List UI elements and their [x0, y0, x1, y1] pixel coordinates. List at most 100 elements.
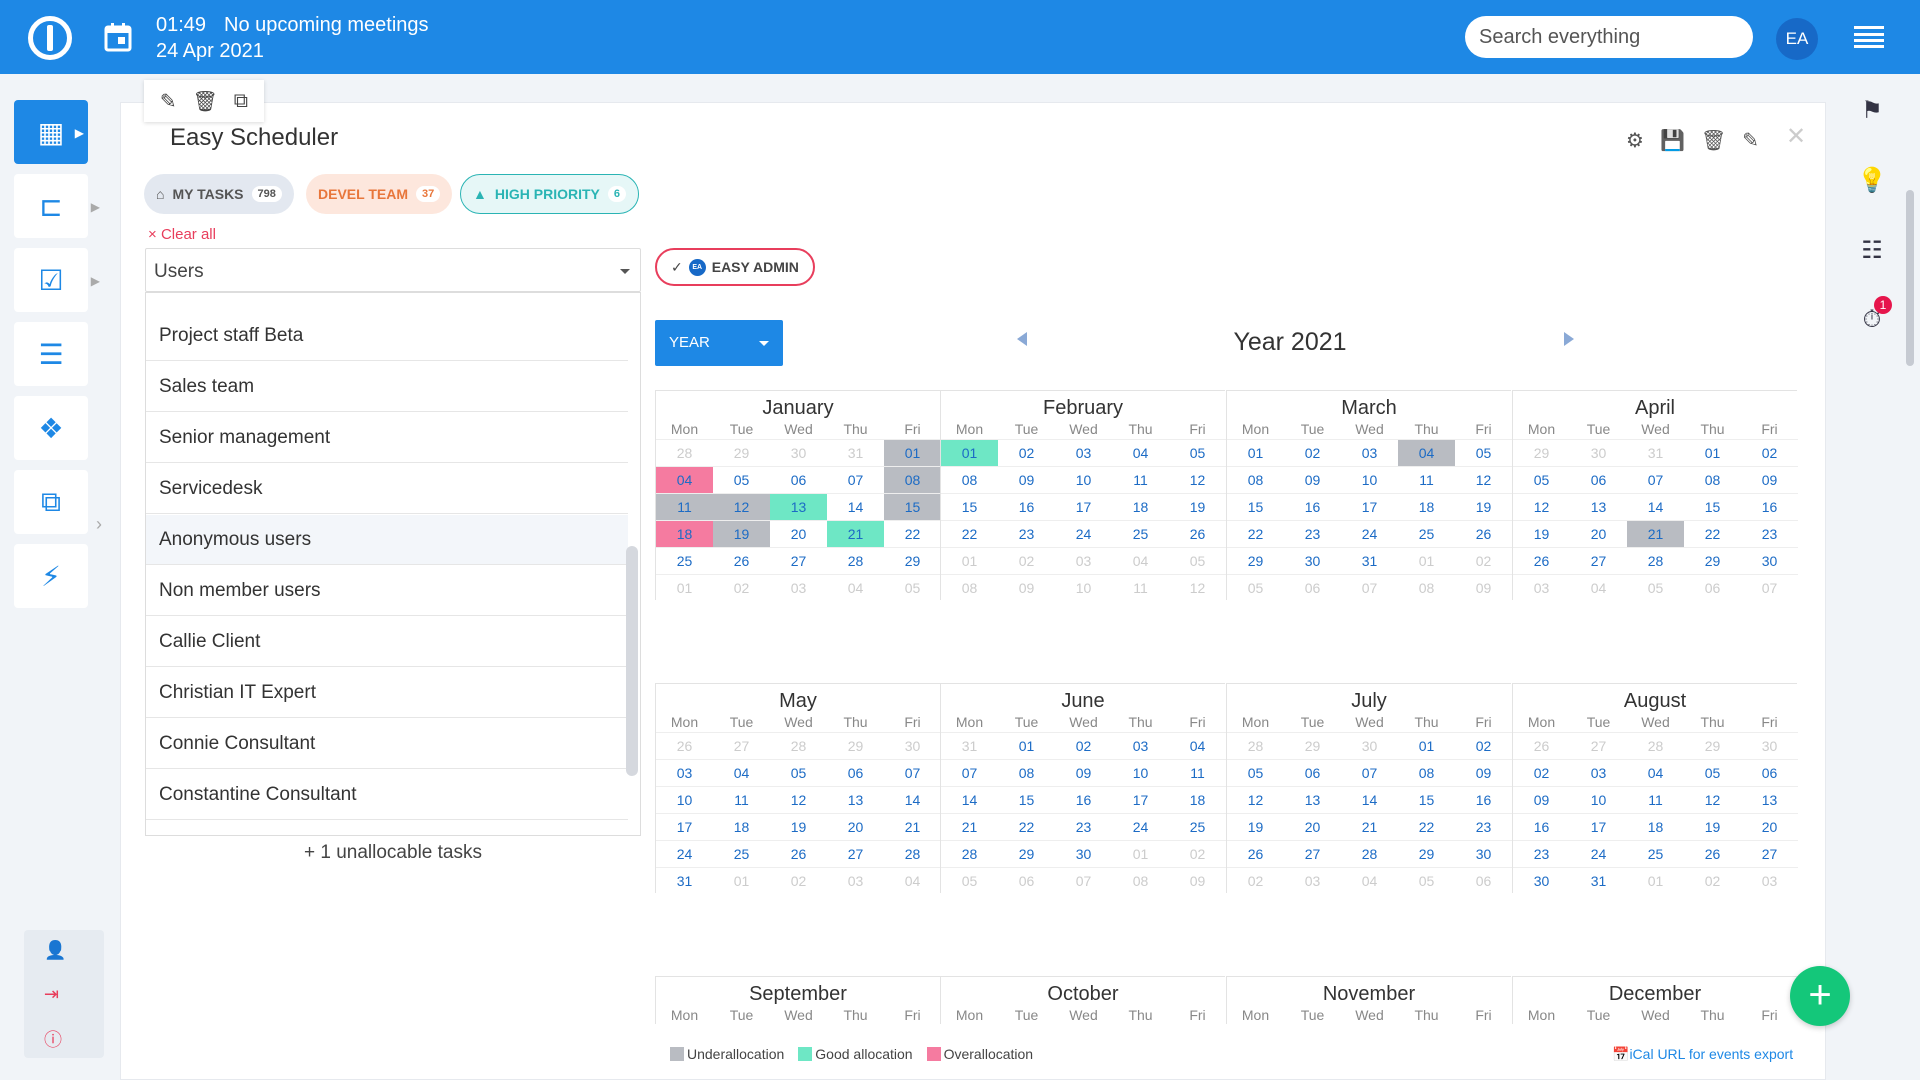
calendar-day[interactable]: 12: [1169, 466, 1226, 493]
calendar-day[interactable]: 16: [998, 493, 1055, 520]
calendar-day[interactable]: 21: [941, 813, 998, 840]
calendar-day[interactable]: 30: [1055, 840, 1112, 867]
calendar-day[interactable]: 29: [1513, 439, 1570, 466]
calendar-day[interactable]: 09: [1455, 759, 1512, 786]
calendar-day[interactable]: 26: [1513, 547, 1570, 574]
calendar-day[interactable]: 17: [1112, 786, 1169, 813]
trash-icon[interactable]: 🗑: [192, 90, 218, 113]
calendar-day[interactable]: 25: [713, 840, 770, 867]
calendar-day[interactable]: 18: [1112, 493, 1169, 520]
add-button[interactable]: +: [1790, 966, 1850, 1026]
calendar-day[interactable]: 05: [770, 759, 827, 786]
calendar-day[interactable]: 26: [1227, 840, 1284, 867]
calendar-day[interactable]: 20: [827, 813, 884, 840]
calendar-day[interactable]: 31: [827, 439, 884, 466]
calendar-day[interactable]: 18: [1398, 493, 1455, 520]
calendar-day[interactable]: 12: [770, 786, 827, 813]
calendar-day[interactable]: 29: [827, 732, 884, 759]
calendar-day[interactable]: 02: [1455, 732, 1512, 759]
calendar-day[interactable]: 07: [1055, 867, 1112, 894]
calendar-day[interactable]: 01: [884, 439, 941, 466]
calendar-day[interactable]: 15: [884, 493, 941, 520]
calendar-day[interactable]: 28: [1627, 732, 1684, 759]
calendar-day[interactable]: 01: [941, 547, 998, 574]
search-input[interactable]: [1465, 16, 1753, 58]
calendar-day[interactable]: 05: [1398, 867, 1455, 894]
calendar-day[interactable]: 27: [1570, 732, 1627, 759]
calendar-day[interactable]: 18: [656, 520, 713, 547]
calendar-day[interactable]: 02: [998, 547, 1055, 574]
calendar-day[interactable]: 09: [1513, 786, 1570, 813]
calendar-day[interactable]: 06: [1684, 574, 1741, 601]
calendar-day[interactable]: 04: [1112, 547, 1169, 574]
calendar-day[interactable]: 31: [941, 732, 998, 759]
calendar-day[interactable]: 03: [1284, 867, 1341, 894]
calendar-day[interactable]: 31: [656, 867, 713, 894]
calendar-day[interactable]: 12: [1227, 786, 1284, 813]
calendar-day[interactable]: 20: [1284, 813, 1341, 840]
calendar-day[interactable]: 14: [941, 786, 998, 813]
calendar-day[interactable]: 26: [1684, 840, 1741, 867]
flag-icon[interactable]: ⚑: [1861, 97, 1883, 124]
calendar-day[interactable]: 03: [1741, 867, 1798, 894]
calendar-day[interactable]: 05: [1684, 759, 1741, 786]
calendar-day[interactable]: 25: [1398, 520, 1455, 547]
calendar-day[interactable]: 23: [1513, 840, 1570, 867]
calendar-day[interactable]: 11: [656, 493, 713, 520]
info-icon[interactable]: ⓘ: [44, 1030, 62, 1050]
calendar-day[interactable]: 11: [713, 786, 770, 813]
calendar-day[interactable]: 08: [998, 759, 1055, 786]
calendar-day[interactable]: 03: [1112, 732, 1169, 759]
calendar-day[interactable]: 03: [656, 759, 713, 786]
calendar-day[interactable]: 18: [1169, 786, 1226, 813]
calendar-day[interactable]: 01: [1398, 547, 1455, 574]
calendar-day[interactable]: 24: [1055, 520, 1112, 547]
list-item[interactable]: Non member users: [146, 566, 628, 616]
calendar-day[interactable]: 16: [1455, 786, 1512, 813]
calendar-day[interactable]: 08: [1684, 466, 1741, 493]
calendar-day[interactable]: 01: [1112, 840, 1169, 867]
calendar-day[interactable]: 19: [1169, 493, 1226, 520]
calendar-day[interactable]: 21: [827, 520, 884, 547]
calendar-day[interactable]: 19: [1684, 813, 1741, 840]
calendar-day[interactable]: 01: [1227, 439, 1284, 466]
calendar-day[interactable]: 30: [1455, 840, 1512, 867]
calendar-day[interactable]: 17: [1055, 493, 1112, 520]
lightbulb-icon[interactable]: 💡: [1857, 167, 1887, 194]
calendar-day[interactable]: 28: [1627, 547, 1684, 574]
calendar-day[interactable]: 06: [1741, 759, 1798, 786]
calendar-day[interactable]: 29: [1284, 732, 1341, 759]
calendar-day[interactable]: 24: [1570, 840, 1627, 867]
calendar-day[interactable]: 11: [1112, 574, 1169, 601]
calendar-day[interactable]: 07: [1341, 574, 1398, 601]
app-logo[interactable]: [28, 16, 72, 60]
calendar-day[interactable]: 30: [770, 439, 827, 466]
calendar-day[interactable]: 08: [1227, 466, 1284, 493]
calendar-day[interactable]: 05: [1169, 439, 1226, 466]
edit-icon[interactable]: ✎: [1742, 130, 1759, 152]
calendar-day[interactable]: 22: [941, 520, 998, 547]
hierarchy-icon[interactable]: ⊏ ▶: [14, 174, 100, 238]
calendar-day[interactable]: 09: [998, 466, 1055, 493]
calendar-icon[interactable]: [104, 22, 132, 52]
calendar-day[interactable]: 16: [1513, 813, 1570, 840]
list-item[interactable]: Connie Consultant: [146, 719, 628, 769]
calendar-day[interactable]: 26: [1513, 732, 1570, 759]
calendar-day[interactable]: 04: [1627, 759, 1684, 786]
calendar-day[interactable]: 24: [1112, 813, 1169, 840]
dropbox-icon[interactable]: ❖: [14, 396, 88, 460]
list-item[interactable]: Project staff Beta: [146, 311, 628, 361]
calendar-day[interactable]: 05: [1169, 547, 1226, 574]
calendar-day[interactable]: 07: [884, 759, 941, 786]
calendar-day[interactable]: 02: [1169, 840, 1226, 867]
timer-icon[interactable]: ⏱: [1862, 306, 1882, 333]
calendar-day[interactable]: 19: [770, 813, 827, 840]
list-icon[interactable]: ☰: [14, 322, 88, 386]
calendar-day[interactable]: 18: [713, 813, 770, 840]
calendar-day[interactable]: 10: [1055, 574, 1112, 601]
calendar-day[interactable]: 05: [1455, 439, 1512, 466]
calendar-day[interactable]: 01: [656, 574, 713, 601]
calendar-day[interactable]: 01: [941, 439, 998, 466]
clear-all-link[interactable]: × Clear all: [148, 226, 216, 243]
add-user-icon[interactable]: 👤: [44, 940, 67, 960]
